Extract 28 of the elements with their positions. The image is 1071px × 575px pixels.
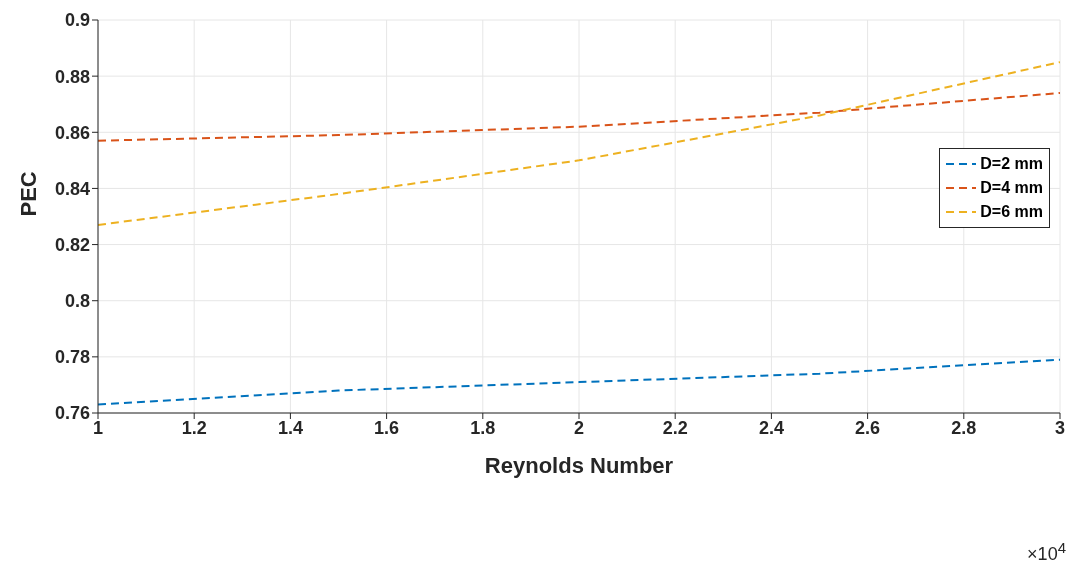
- x-tick-label: 2.8: [951, 417, 977, 438]
- y-tick-label: 0.86: [54, 122, 90, 143]
- x-tick-label: 2.6: [855, 417, 881, 438]
- x-tick-label: 1.2: [181, 417, 207, 438]
- x-tick-label: 2.2: [662, 417, 688, 438]
- x-tick-label: 3: [1054, 417, 1066, 438]
- x-tick-label: 1.8: [470, 417, 496, 438]
- y-tick-label: 0.78: [54, 347, 90, 368]
- x-tick-label: 1.4: [277, 417, 303, 438]
- line-series: [98, 61, 1060, 226]
- x-tick-label: 1: [92, 417, 104, 438]
- text: ×10$^{4}$: [1027, 539, 1066, 565]
- y-tick-label: 0.82: [54, 234, 90, 255]
- y-axis-title: PEC: [15, 171, 41, 217]
- legend-label: D=6 mm: [980, 202, 1043, 222]
- x-axis-title: Reynolds Number: [484, 453, 674, 478]
- y-tick-label: 0.88: [54, 66, 90, 87]
- line-series: [98, 358, 1060, 406]
- y-tick-label: 0.9: [64, 10, 90, 31]
- y-tick-label: 0.84: [54, 178, 90, 199]
- y-tick-label: 0.76: [54, 403, 90, 424]
- legend-label: D=4 mm: [980, 178, 1043, 198]
- line-series: [98, 91, 1060, 142]
- legend-label: D=2 mm: [980, 154, 1043, 174]
- x-tick-label: 2: [573, 417, 585, 438]
- x-tick-label: 1.6: [374, 417, 400, 438]
- y-tick-label: 0.8: [64, 291, 90, 312]
- x-tick-label: 2.4: [758, 417, 784, 438]
